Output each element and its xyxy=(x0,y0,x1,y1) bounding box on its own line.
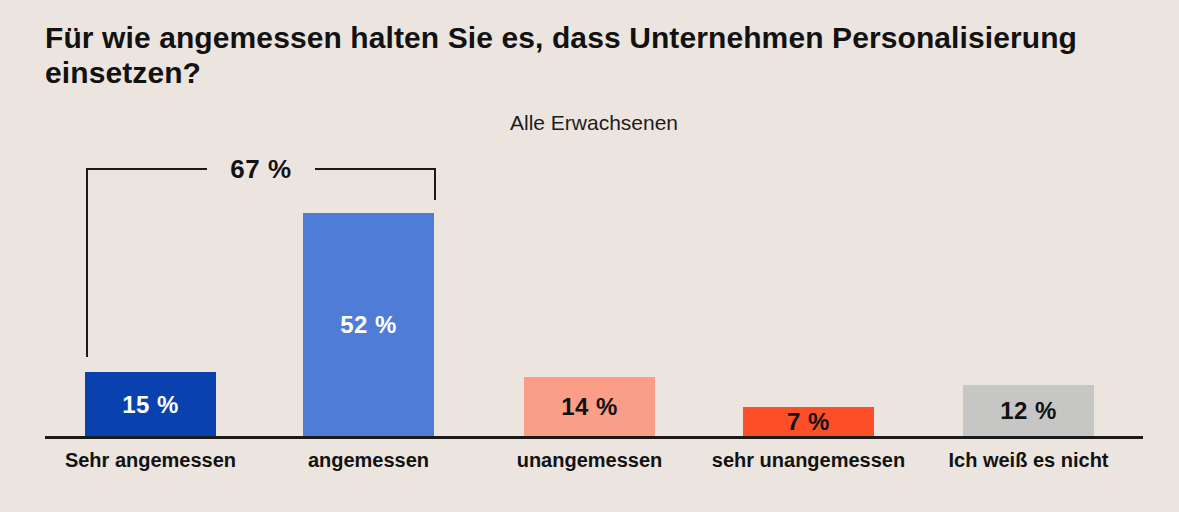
bar-sehr-angemessen: 15 % xyxy=(85,372,216,437)
category-label-sehr-angemessen: Sehr angemessen xyxy=(36,449,266,472)
chart-title-line-1: Für wie angemessen halten Sie es, dass U… xyxy=(45,20,1165,55)
bar-value-label-sehr-unangemessen: 7 % xyxy=(787,408,830,436)
x-axis-line xyxy=(45,436,1143,439)
bracket-left-line xyxy=(86,168,88,357)
bracket-top-left-line xyxy=(86,168,207,170)
category-label-unangemessen: unangemessen xyxy=(475,449,705,472)
bar-unangemessen: 14 % xyxy=(524,377,655,437)
chart-canvas: Für wie angemessen halten Sie es, dass U… xyxy=(0,0,1179,512)
bar-value-label-sehr-angemessen: 15 % xyxy=(122,391,179,419)
bracket-top-right-line xyxy=(315,168,436,170)
bar-angemessen: 52 % xyxy=(303,213,434,437)
bar-sehr-unangemessen: 7 % xyxy=(743,407,874,437)
bracket-label: 67 % xyxy=(207,154,315,185)
category-label-ich-weiss-es-nicht: Ich weiß es nicht xyxy=(914,449,1144,472)
chart-title: Für wie angemessen halten Sie es, dass U… xyxy=(45,20,1165,90)
bar-value-label-ich-weiss-es-nicht: 12 % xyxy=(1000,397,1057,425)
chart-title-line-2: einsetzen? xyxy=(45,55,1165,90)
chart-subtitle: Alle Erwachsenen xyxy=(45,111,1143,135)
bracket-right-line xyxy=(434,168,436,200)
bar-ich-weiss-es-nicht: 12 % xyxy=(963,385,1094,437)
category-label-angemessen: angemessen xyxy=(254,449,484,472)
bar-value-label-unangemessen: 14 % xyxy=(561,393,618,421)
category-label-sehr-unangemessen: sehr unangemessen xyxy=(694,449,924,472)
bar-value-label-angemessen: 52 % xyxy=(340,311,397,339)
